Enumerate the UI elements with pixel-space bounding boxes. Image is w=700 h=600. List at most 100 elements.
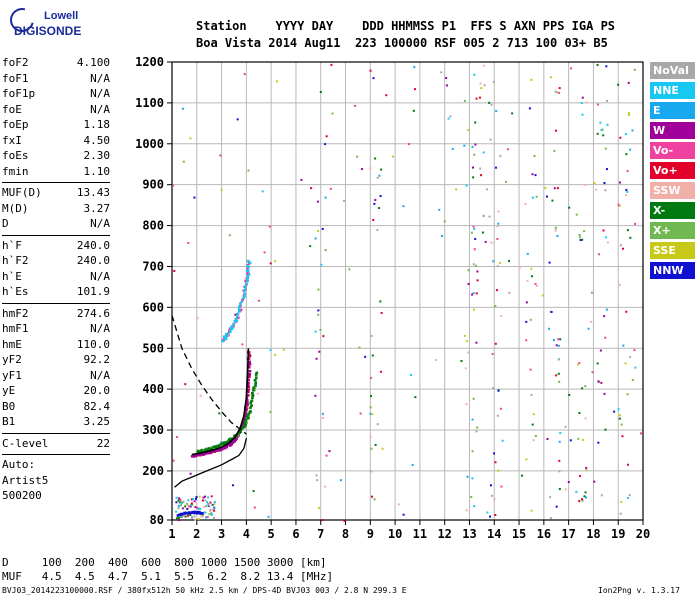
echo-dot: [533, 154, 536, 157]
x-trace-dot: [247, 412, 250, 416]
y-tick-label: 200: [142, 464, 164, 478]
echo-dot: [581, 96, 584, 99]
param-value: 101.9: [76, 285, 110, 298]
echo-dot: [520, 474, 523, 477]
es-trace-dot: [181, 512, 184, 516]
param-row: D N/A: [2, 217, 110, 233]
echo-dot: [581, 387, 584, 390]
echo-dot: [583, 495, 586, 498]
x-trace-dot: [223, 441, 226, 444]
echo-dot: [604, 428, 607, 431]
param-name: D: [2, 217, 9, 230]
echo-dot: [628, 494, 631, 497]
echo-dot: [199, 394, 202, 397]
param-row: M(D) 3.27: [2, 202, 110, 218]
legend-item-noval: NoVal: [650, 62, 695, 79]
echo-dot: [602, 229, 605, 232]
echo-dot: [182, 160, 185, 163]
o-trace-dot: [248, 353, 251, 357]
echo-dot: [554, 90, 557, 93]
o-upper-trace-dot: [224, 333, 228, 336]
o-upper-trace-dot: [237, 307, 241, 311]
echo-dot: [534, 435, 537, 438]
echo-dot: [464, 367, 467, 370]
echo-dot: [316, 479, 319, 482]
o-upper-trace-dot: [232, 325, 235, 328]
param-name: h`Es: [2, 285, 29, 298]
echo-dot: [629, 148, 632, 151]
echo-dot: [380, 311, 383, 314]
echo-dot: [241, 343, 244, 346]
es-clutter-dot: [194, 518, 197, 521]
es-clutter-dot: [186, 514, 189, 517]
echo-dot: [497, 222, 500, 225]
echo-dot: [618, 283, 621, 286]
echo-dot: [625, 194, 628, 197]
es-clutter-dot: [196, 506, 199, 509]
param-name: foF1p: [2, 87, 36, 100]
echo-dot: [601, 128, 604, 131]
echo-dot: [473, 505, 476, 508]
x-trace-dot: [222, 442, 225, 446]
x-trace-dot: [251, 396, 254, 399]
x-trace-dot: [244, 418, 248, 421]
echo-dot: [485, 188, 488, 191]
echo-dot: [556, 234, 559, 237]
echo-dot: [534, 282, 537, 285]
y-tick-label: 1000: [135, 137, 164, 151]
echo-dot: [584, 496, 587, 499]
echo-dot: [473, 248, 476, 251]
param-value: 20.0: [83, 384, 111, 397]
echo-dot: [491, 387, 494, 390]
echo-dot: [374, 198, 377, 201]
echo-dot: [554, 129, 557, 132]
o-upper-trace-dot: [246, 267, 249, 271]
echo-dot: [569, 439, 572, 442]
echo-dot: [590, 320, 593, 323]
echo-dot: [480, 174, 483, 177]
echo-dot: [605, 308, 608, 311]
o-upper-trace-dot: [237, 309, 241, 313]
es-clutter-dot: [212, 508, 215, 511]
o-trace-dot: [220, 447, 224, 450]
echo-dot: [391, 155, 394, 158]
echo-dot: [577, 437, 580, 440]
echo-dot: [472, 176, 475, 179]
echo-dot: [494, 461, 497, 464]
echo-dot: [243, 73, 246, 76]
param-value: N/A: [90, 269, 110, 283]
echo-dot: [370, 395, 373, 398]
param-name: foEs: [2, 149, 29, 162]
x-tick-label: 3: [218, 527, 225, 541]
param-value: 1.10: [83, 164, 111, 178]
echo-dot: [624, 133, 627, 136]
echo-dot: [309, 245, 312, 248]
echo-dot: [481, 231, 484, 234]
echo-dot: [559, 338, 562, 341]
echo-dot: [511, 112, 514, 115]
echo-dot: [410, 373, 413, 376]
x-tick-label: 2: [193, 527, 200, 541]
echo-dot: [578, 236, 581, 239]
o-upper-trace-dot: [236, 312, 240, 315]
o-trace-dot: [246, 402, 249, 405]
es-clutter-dot: [209, 501, 212, 504]
echo-dot: [369, 167, 372, 170]
x-trace-dot: [254, 373, 258, 376]
echo-dot: [558, 91, 561, 94]
o-trace-dot: [207, 451, 211, 454]
o-upper-trace-dot: [247, 273, 251, 276]
x-trace-dot: [251, 391, 254, 395]
x-trace-dot: [254, 384, 257, 387]
es-clutter-dot: [185, 502, 188, 505]
param-value: 4.100: [76, 56, 110, 69]
echo-dot: [320, 263, 323, 266]
echo-dot: [325, 454, 328, 457]
o-trace-dot: [230, 442, 233, 445]
o-trace-dot: [245, 408, 248, 411]
legend-item-sse: SSE: [650, 242, 695, 259]
es-clutter-dot: [179, 498, 182, 501]
echo-dot: [310, 187, 313, 190]
echo-dot: [633, 349, 636, 352]
echo-dot: [618, 417, 621, 420]
